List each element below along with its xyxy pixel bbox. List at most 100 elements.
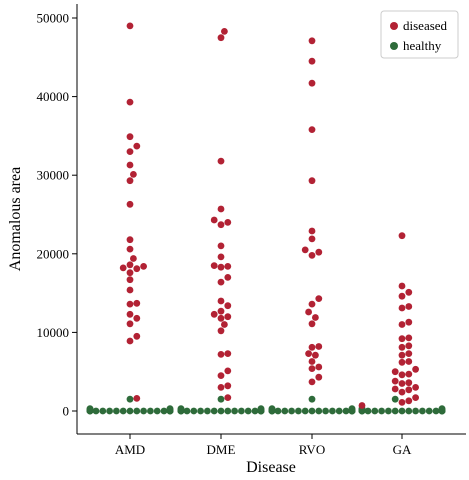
data-point-diseased xyxy=(119,264,127,272)
data-point-diseased xyxy=(140,263,148,270)
data-point-diseased xyxy=(308,378,316,386)
data-point-healthy xyxy=(160,407,168,415)
data-point-diseased xyxy=(405,303,413,310)
data-point-diseased xyxy=(405,288,413,296)
data-point-healthy xyxy=(92,407,100,415)
data-point-diseased xyxy=(133,395,141,402)
data-point-diseased xyxy=(224,367,232,375)
data-point-diseased xyxy=(224,382,232,390)
data-point-diseased xyxy=(398,371,406,379)
data-point-diseased xyxy=(217,278,225,286)
data-point-diseased xyxy=(224,219,232,226)
data-point-diseased xyxy=(210,216,218,224)
data-point-healthy xyxy=(133,407,141,415)
y-ticks: 0 10000 20000 30000 40000 50000 xyxy=(37,11,77,419)
data-point-diseased xyxy=(224,350,232,357)
data-point-diseased xyxy=(126,98,134,106)
data-point-healthy xyxy=(140,407,148,415)
data-point-diseased xyxy=(126,320,134,328)
data-point-diseased xyxy=(315,295,323,302)
data-point-diseased xyxy=(217,314,225,322)
data-point-diseased xyxy=(308,235,316,243)
data-point-diseased xyxy=(315,373,323,381)
data-point-diseased xyxy=(398,232,406,240)
data-point-diseased xyxy=(308,126,316,133)
data-point-healthy xyxy=(217,407,225,415)
data-point-diseased xyxy=(224,263,232,270)
data-point-healthy xyxy=(438,405,446,412)
data-point-healthy xyxy=(244,407,252,415)
data-point-diseased xyxy=(405,350,413,357)
x-tick-label: AMD xyxy=(115,442,145,457)
data-point-healthy xyxy=(371,407,379,415)
data-point-diseased xyxy=(126,245,134,253)
data-point-healthy xyxy=(190,407,198,415)
data-point-diseased xyxy=(133,142,141,150)
data-point-diseased xyxy=(221,28,228,35)
data-point-diseased xyxy=(126,161,134,169)
x-axis-title: Disease xyxy=(246,459,296,476)
data-point-diseased xyxy=(315,248,323,256)
x-tick-label: GA xyxy=(393,442,412,457)
data-point-diseased xyxy=(405,334,413,342)
data-points xyxy=(86,22,446,415)
data-point-diseased xyxy=(308,365,316,372)
data-point-diseased xyxy=(308,320,316,328)
data-point-diseased xyxy=(126,300,134,308)
legend-label-diseased: diseased xyxy=(403,18,448,33)
data-point-healthy xyxy=(99,407,107,415)
data-point-healthy xyxy=(425,407,433,415)
data-point-diseased xyxy=(305,308,312,316)
data-point-healthy xyxy=(177,405,185,412)
data-point-healthy xyxy=(147,407,154,415)
legend-marker-healthy xyxy=(390,42,398,50)
data-point-diseased xyxy=(398,304,406,312)
data-point-diseased xyxy=(315,363,323,371)
data-point-healthy xyxy=(295,407,302,415)
x-tick-label: RVO xyxy=(299,442,325,457)
data-point-diseased xyxy=(224,394,232,401)
data-point-diseased xyxy=(217,297,225,305)
data-point-diseased xyxy=(398,335,406,343)
data-point-diseased xyxy=(126,276,134,284)
data-point-diseased xyxy=(405,379,413,387)
legend: diseased healthy xyxy=(380,10,459,59)
data-point-diseased xyxy=(126,200,134,208)
data-point-diseased xyxy=(133,299,141,307)
data-point-healthy xyxy=(166,405,174,412)
data-point-healthy xyxy=(308,407,316,415)
data-point-healthy xyxy=(391,395,399,403)
data-point-diseased xyxy=(398,388,406,396)
data-point-diseased xyxy=(308,177,316,185)
data-point-diseased xyxy=(398,292,406,300)
data-point-diseased xyxy=(126,148,134,156)
data-point-diseased xyxy=(126,261,134,269)
data-point-diseased xyxy=(217,384,225,391)
data-point-diseased xyxy=(412,384,419,391)
data-point-diseased xyxy=(398,282,406,290)
data-point-diseased xyxy=(224,313,232,321)
legend-box xyxy=(380,10,459,59)
data-point-diseased xyxy=(210,262,218,269)
data-point-diseased xyxy=(398,358,406,366)
data-point-healthy xyxy=(348,405,356,412)
data-point-diseased xyxy=(405,370,413,378)
data-point-healthy xyxy=(183,407,191,415)
data-point-healthy xyxy=(257,405,265,412)
data-point-diseased xyxy=(126,133,134,141)
x-ticks: AMD DME RVO GA xyxy=(115,434,412,457)
data-point-healthy xyxy=(398,407,406,415)
data-point-healthy xyxy=(224,407,232,415)
data-point-healthy xyxy=(308,395,316,403)
data-point-diseased xyxy=(126,337,134,345)
data-point-diseased xyxy=(126,310,134,318)
data-point-diseased xyxy=(315,343,323,350)
x-tick-label: DME xyxy=(207,442,236,457)
data-point-diseased xyxy=(312,314,319,321)
data-point-healthy xyxy=(113,407,120,415)
data-point-healthy xyxy=(412,407,419,415)
data-point-diseased xyxy=(405,318,413,326)
data-point-diseased xyxy=(217,157,225,165)
data-point-diseased xyxy=(308,358,316,365)
